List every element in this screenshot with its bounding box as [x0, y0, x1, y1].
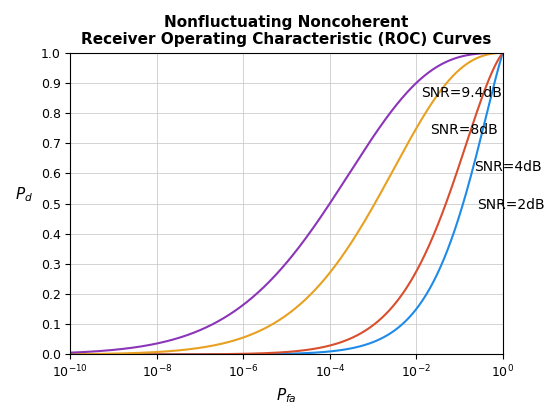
Text: SNR=8dB: SNR=8dB — [431, 123, 498, 136]
Title: Nonfluctuating Noncoherent
Receiver Operating Characteristic (ROC) Curves: Nonfluctuating Noncoherent Receiver Oper… — [81, 15, 492, 47]
Text: SNR=9.4dB: SNR=9.4dB — [421, 87, 502, 100]
X-axis label: $P_{fa}$: $P_{fa}$ — [276, 386, 297, 405]
Text: SNR=4dB: SNR=4dB — [474, 160, 542, 174]
Y-axis label: $P_d$: $P_d$ — [15, 185, 33, 204]
Text: SNR=2dB: SNR=2dB — [478, 198, 545, 212]
